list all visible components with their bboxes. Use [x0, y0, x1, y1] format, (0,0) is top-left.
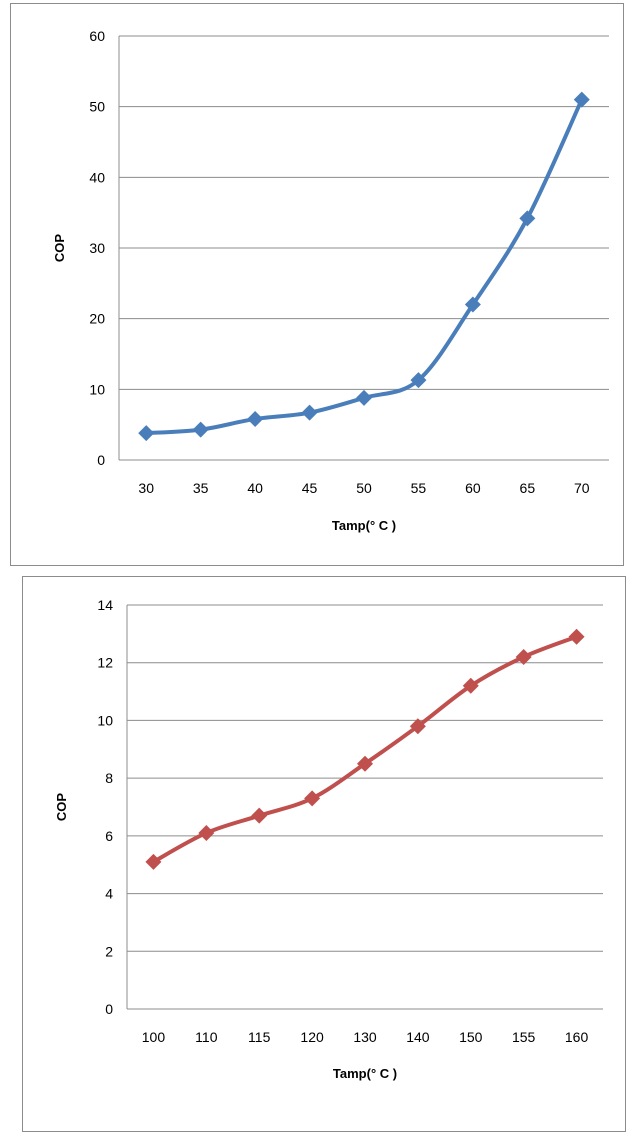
- chart-1-x-tick-label: 50: [356, 480, 372, 496]
- chart-1-data-point-marker: [138, 425, 155, 442]
- chart-2-y-tick-label: 14: [97, 597, 113, 613]
- chart-1-data-point-marker: [464, 296, 481, 313]
- chart-1-data-point-marker: [192, 421, 209, 438]
- chart-1-data-point-marker: [519, 210, 536, 227]
- chart-1-y-axis-title: COP: [52, 234, 67, 263]
- chart-2-y-tick-label: 8: [105, 770, 113, 786]
- chart-2-series-line: [151, 634, 579, 864]
- chart-2-x-tick-label: 115: [248, 1029, 271, 1045]
- chart-2-x-tick-label: 130: [353, 1029, 377, 1045]
- chart-1-y-tick-label: 40: [89, 169, 105, 185]
- chart-1-y-tick-label: 30: [89, 240, 105, 256]
- chart-1-y-tick-label: 60: [89, 28, 105, 44]
- chart-1-x-tick-label: 30: [138, 480, 154, 496]
- chart-2-data-point-marker: [304, 790, 321, 807]
- chart-1-x-tick-label: 65: [520, 480, 536, 496]
- chart-2-data-point-marker: [251, 807, 268, 824]
- chart-2-x-tick-label: 110: [195, 1029, 218, 1045]
- chart-1-frame: COP Tamp(° C ) 0 10 20 30 40 50 60 30 35 40 45 50 55…: [10, 3, 624, 566]
- chart-2-y-tick-label: 2: [105, 943, 113, 959]
- chart-2-data-point-marker: [357, 755, 373, 772]
- chart-1-y-tick-label: 20: [89, 311, 105, 327]
- chart-1-x-axis-title: Tamp(° C ): [332, 518, 396, 533]
- chart-1-x-tick-label: 60: [465, 480, 481, 496]
- chart-2-x-tick-label: 160: [565, 1029, 589, 1045]
- chart-1-data-point-marker: [573, 91, 590, 108]
- chart-2-data-point-marker: [145, 853, 162, 870]
- chart-1-y-tick-label: 10: [89, 381, 105, 397]
- chart-2-x-tick-label: 155: [512, 1029, 536, 1045]
- chart-2-data-point-marker: [568, 628, 585, 645]
- chart-2-y-axis-title: COP: [54, 793, 69, 822]
- chart-2-x-tick-label: 150: [459, 1029, 483, 1045]
- chart-2-x-axis-title: Tamp(° C ): [333, 1066, 397, 1081]
- chart-1-data-point-marker: [301, 404, 318, 421]
- chart-1-x-tick-label: 55: [411, 480, 427, 496]
- chart-2-x-tick-label: 140: [406, 1029, 430, 1045]
- chart-1-data-point-marker: [356, 389, 372, 406]
- chart-1-x-tick-label: 35: [193, 480, 209, 496]
- chart-1-data-point-marker: [410, 372, 427, 389]
- chart-2: COP Tamp(° C ) 0 2 4 6 8 10 12 14 100 110 115 120 13…: [54, 597, 603, 1081]
- chart-2-y-tick-label: 0: [105, 1001, 113, 1017]
- chart-1: COP Tamp(° C ) 0 10 20 30 40 50 60 30 35 40 45 50 55…: [52, 28, 609, 533]
- chart-1-data-point-marker: [247, 411, 264, 428]
- chart-2-frame: COP Tamp(° C ) 0 2 4 6 8 10 12 14 100 110 115 120 13…: [22, 576, 626, 1132]
- chart-1-x-tick-label: 45: [302, 480, 318, 496]
- chart-2-data-point-marker: [462, 677, 479, 694]
- chart-2-y-tick-label: 6: [105, 828, 113, 844]
- chart-1-y-tick-label: 50: [89, 99, 105, 115]
- chart-1-x-tick-label: 40: [247, 480, 263, 496]
- chart-2-x-tick-label: 120: [300, 1029, 324, 1045]
- chart-1-series-line: [144, 97, 584, 436]
- chart-2-x-tick-label: 100: [142, 1029, 166, 1045]
- chart-2-data-point-marker: [515, 648, 532, 665]
- chart-2-data-point-marker: [198, 824, 215, 841]
- chart-2-y-tick-label: 12: [97, 655, 113, 671]
- chart-1-x-tick-label: 70: [574, 480, 590, 496]
- chart-1-y-tick-label: 0: [97, 452, 105, 468]
- chart-2-y-tick-label: 10: [97, 712, 113, 728]
- chart-2-y-tick-label: 4: [105, 886, 113, 902]
- chart-2-data-point-marker: [409, 718, 426, 735]
